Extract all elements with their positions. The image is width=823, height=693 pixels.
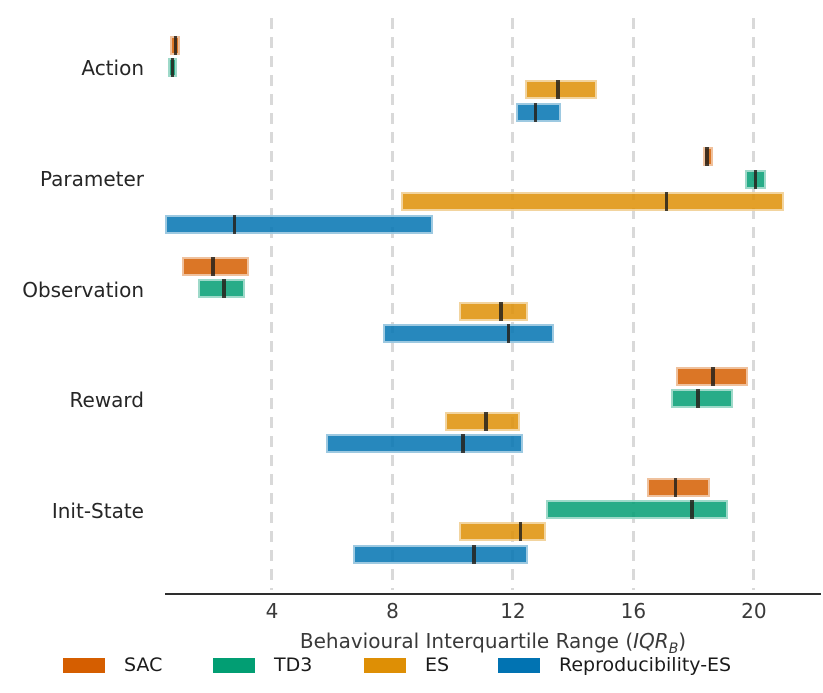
- range-bar-es-observation: [458, 301, 528, 321]
- range-bar-td3-reward: [671, 389, 733, 409]
- range-bar-td3-init-state: [546, 499, 729, 519]
- range-bar-reproducibility-es-action: [515, 102, 562, 122]
- category-label-action: Action: [81, 56, 144, 80]
- legend-item-td3: TD3: [213, 650, 312, 680]
- category-label-init-state: Init-State: [51, 498, 144, 523]
- median-line-td3-init-state: [690, 499, 694, 519]
- legend: SAC TD3 ES Reproducibility-ES: [0, 650, 823, 686]
- range-bar-es-init-state: [458, 522, 547, 542]
- median-line-td3-reward: [696, 389, 700, 409]
- category-label-observation: Observation: [22, 277, 144, 302]
- range-bar-reproducibility-es-parameter: [165, 214, 434, 234]
- median-line-sac-observation: [211, 256, 215, 276]
- legend-swatch-es: [364, 657, 406, 673]
- range-bar-es-reward: [445, 411, 521, 431]
- x-axis-label-italic: IQR: [633, 629, 669, 653]
- category-label-reward: Reward: [69, 387, 144, 412]
- range-bar-td3-observation: [198, 279, 245, 299]
- gridline-x-8: [390, 18, 394, 590]
- legend-label-sac: SAC: [124, 654, 163, 676]
- x-axis-line: [165, 593, 821, 595]
- legend-label-td3: TD3: [274, 654, 313, 676]
- legend-swatch-sac: [63, 657, 105, 673]
- range-bar-es-action: [524, 80, 598, 100]
- legend-swatch-td3: [213, 657, 255, 673]
- median-line-es-reward: [484, 411, 488, 431]
- x-axis-label: Behavioural Interquartile Range (IQRB): [165, 629, 821, 657]
- gridline-x-20: [752, 18, 756, 590]
- median-line-sac-reward: [711, 366, 715, 386]
- x-tick-label-4: 4: [265, 599, 279, 623]
- median-line-td3-parameter: [753, 169, 758, 189]
- range-bar-sac-observation: [181, 256, 250, 276]
- median-line-sac-parameter: [705, 147, 709, 167]
- median-line-td3-observation: [222, 279, 226, 299]
- median-line-es-init-state: [518, 522, 523, 542]
- median-line-reproducibility-es-parameter: [232, 214, 237, 234]
- legend-swatch-reproducibility-es: [498, 657, 540, 673]
- range-bar-reproducibility-es-init-state: [353, 544, 528, 564]
- x-tick-label-8: 8: [386, 599, 399, 623]
- x-axis-label-subscript: B: [668, 641, 679, 657]
- legend-label-es: ES: [425, 654, 450, 676]
- median-line-td3-action: [170, 57, 175, 77]
- legend-item-reproducibility-es: Reproducibility-ES: [498, 650, 731, 680]
- range-bar-sac-init-state: [646, 477, 711, 497]
- category-label-parameter: Parameter: [39, 167, 144, 191]
- gridline-x-16: [631, 18, 635, 590]
- range-bar-reproducibility-es-observation: [383, 324, 554, 344]
- range-bar-reproducibility-es-reward: [326, 434, 524, 454]
- median-line-reproducibility-es-reward: [461, 434, 465, 454]
- legend-item-sac: SAC: [63, 650, 162, 680]
- legend-item-es: ES: [364, 650, 449, 680]
- x-axis-label-suffix: ): [678, 629, 687, 653]
- median-line-es-action: [556, 80, 560, 100]
- median-line-es-parameter: [664, 192, 669, 212]
- gridline-x-4: [270, 18, 274, 590]
- median-line-sac-action: [173, 35, 178, 55]
- x-tick-label-16: 16: [620, 599, 647, 623]
- x-tick-label-12: 12: [500, 599, 526, 623]
- median-line-reproducibility-es-init-state: [472, 544, 476, 564]
- range-bar-es-parameter: [401, 192, 784, 212]
- x-tick-label-20: 20: [741, 599, 767, 623]
- legend-label-reproducibility-es: Reproducibility-ES: [559, 654, 732, 676]
- median-line-sac-init-state: [673, 477, 678, 497]
- median-line-es-observation: [499, 301, 503, 321]
- median-line-reproducibility-es-action: [533, 102, 538, 122]
- x-axis-label-text: Behavioural Interquartile Range (: [299, 629, 634, 653]
- median-line-reproducibility-es-observation: [506, 324, 511, 344]
